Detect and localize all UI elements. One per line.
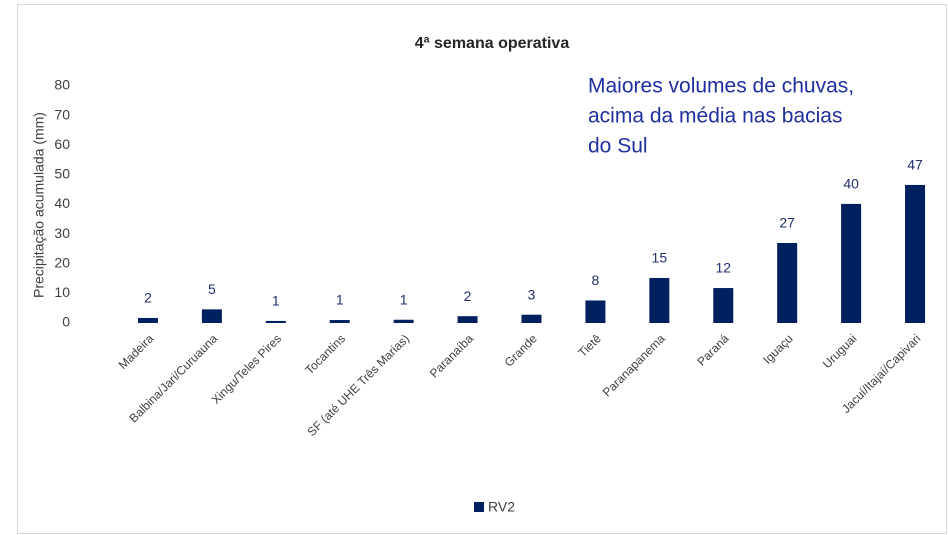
bar — [777, 243, 798, 323]
bar — [585, 300, 606, 323]
bar — [457, 316, 478, 323]
y-tick-label: 70 — [54, 106, 70, 122]
data-label: 5 — [208, 281, 216, 297]
bar — [329, 320, 350, 323]
annotation: acima da média nas bacias — [588, 105, 842, 128]
y-tick-label: 40 — [54, 195, 70, 211]
bar — [137, 317, 158, 323]
data-label: 47 — [907, 157, 923, 173]
bar — [393, 319, 414, 323]
y-tick-label: 20 — [54, 254, 70, 270]
bar — [905, 184, 926, 323]
annotation: do Sul — [588, 135, 648, 158]
bar — [521, 314, 542, 323]
bar — [841, 203, 862, 323]
y-tick-label: 30 — [54, 225, 70, 241]
bar — [713, 288, 734, 323]
y-tick-label: 10 — [54, 284, 70, 300]
legend-swatch — [474, 502, 484, 512]
data-label: 15 — [652, 250, 668, 266]
data-label: 8 — [592, 272, 600, 288]
y-tick-label: 50 — [54, 166, 70, 182]
y-axis-label: Precipitação acumulada (mm) — [31, 112, 47, 298]
bar — [265, 320, 286, 323]
chart-title: 4ª semana operativa — [415, 35, 570, 52]
annotation: Maiores volumes de chuvas, — [588, 75, 854, 98]
bar — [201, 309, 222, 323]
data-label: 1 — [336, 292, 344, 308]
y-tick-label: 60 — [54, 136, 70, 152]
data-label: 2 — [464, 288, 472, 304]
y-tick-label: 80 — [54, 77, 70, 93]
legend-label: RV2 — [488, 499, 515, 515]
data-label: 40 — [843, 176, 859, 192]
y-tick-label: 0 — [62, 314, 70, 330]
data-label: 1 — [400, 291, 408, 307]
data-label: 12 — [715, 260, 731, 276]
data-label: 3 — [528, 286, 536, 302]
data-label: 2 — [144, 290, 152, 306]
data-label: 27 — [779, 215, 795, 231]
data-label: 1 — [272, 293, 280, 309]
bar — [649, 277, 670, 323]
